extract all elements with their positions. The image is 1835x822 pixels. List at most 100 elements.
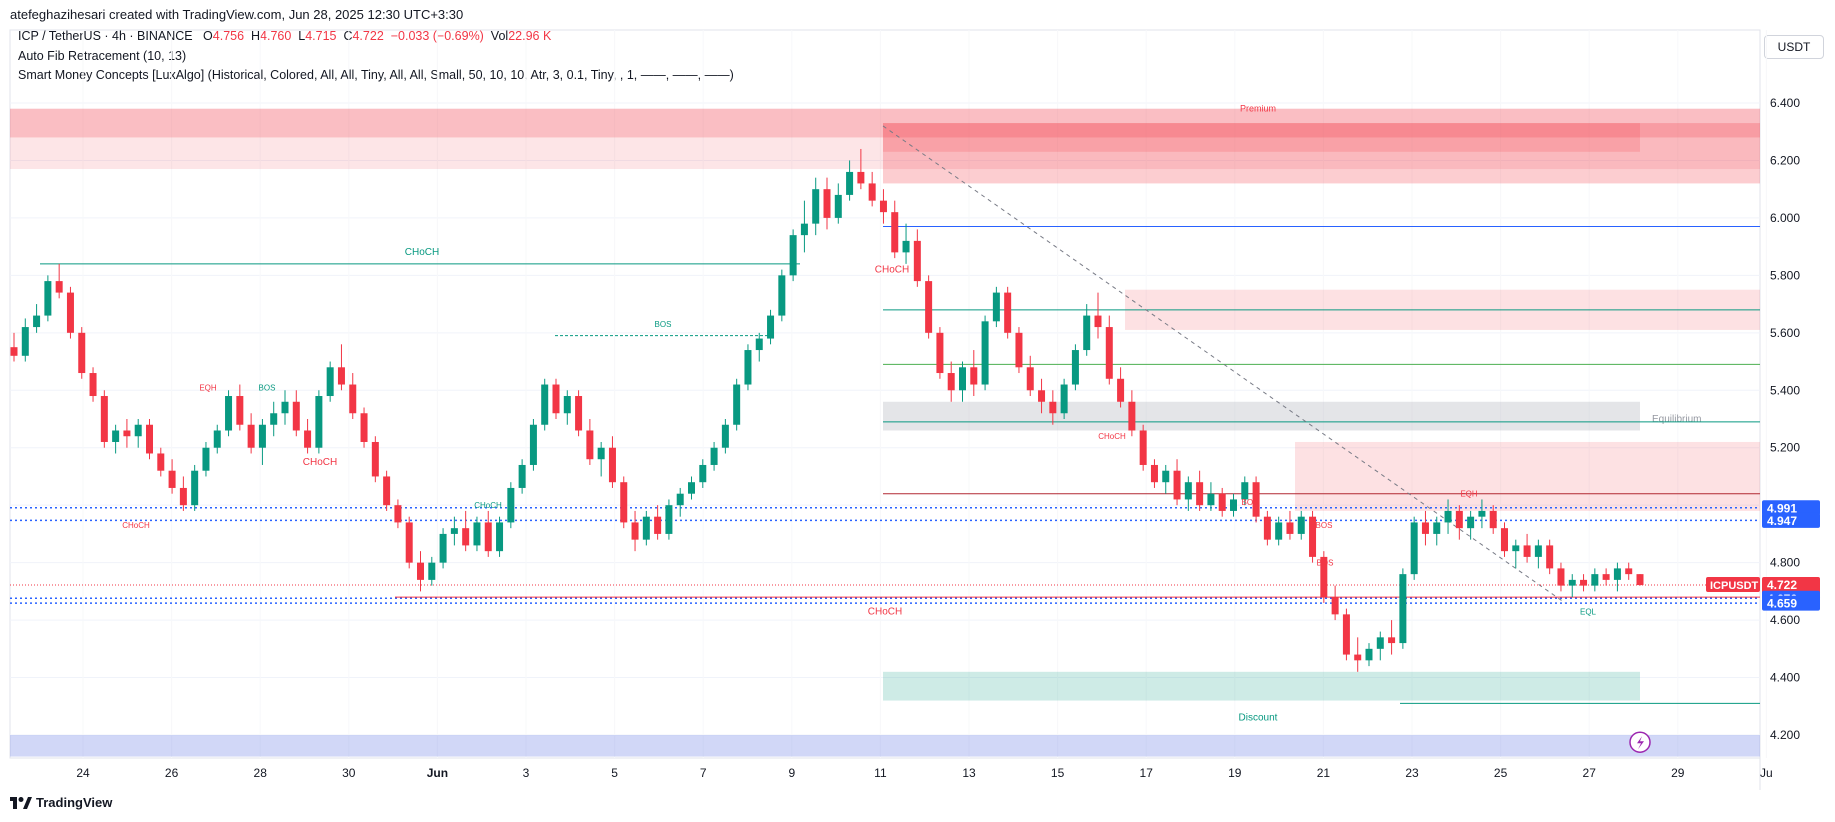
volume-value: 22.96 K: [508, 29, 552, 43]
candle-body: [383, 476, 391, 506]
currency-button[interactable]: USDT: [1764, 35, 1824, 59]
x-tick-label: 13: [962, 766, 976, 780]
low-value: 4.715: [305, 29, 337, 43]
y-tick-label: 6.400: [1770, 96, 1800, 110]
candle-body: [281, 401, 289, 414]
candle-body: [78, 332, 86, 374]
y-tick-label: 5.400: [1770, 383, 1800, 397]
candle-body: [1218, 493, 1226, 511]
candle-body: [1286, 522, 1294, 534]
candle-body: [1241, 482, 1249, 500]
candle-body: [1478, 510, 1486, 517]
candle-body: [270, 413, 278, 425]
candle-body: [157, 453, 165, 471]
candle-body: [236, 396, 244, 425]
candle-body: [699, 464, 707, 483]
candle-body: [563, 396, 571, 414]
x-tick-label: 24: [76, 766, 90, 780]
candle-body: [1004, 292, 1012, 333]
candle-body: [473, 522, 481, 546]
candle-body: [439, 533, 447, 563]
structure-label: CHoCH: [303, 457, 337, 468]
candle-body: [1557, 568, 1565, 586]
candle-body: [1173, 470, 1181, 500]
symbol-legend: ICP / TetherUS · 4h · BINANCE O4.756 H4.…: [18, 29, 551, 43]
candle-body: [721, 424, 729, 448]
candle-body: [913, 240, 921, 282]
candle-body: [360, 413, 368, 442]
structure-label: BOS: [259, 383, 276, 392]
indicator-smc-legend[interactable]: Smart Money Concepts [LuxAlgo] (Historic…: [18, 68, 734, 82]
close-label: C: [343, 29, 353, 43]
x-tick-label: 7: [700, 766, 707, 780]
candle-body: [1117, 378, 1125, 402]
candle-body: [134, 424, 142, 437]
x-tick-label: 21: [1317, 766, 1331, 780]
price-tag-bg: [1762, 512, 1820, 528]
candle-body: [868, 183, 876, 201]
candle-body: [1309, 516, 1317, 557]
lightning-bolt-icon: [1637, 736, 1644, 750]
candle-body: [879, 200, 887, 213]
y-tick-label: 6.200: [1770, 153, 1800, 167]
y-tick-label: 5.200: [1770, 441, 1800, 455]
price-tag-label: 4.722: [1767, 578, 1797, 592]
candle-body: [608, 447, 616, 483]
y-tick-label: 5.800: [1770, 268, 1800, 282]
structure-label: CHoCH: [474, 501, 502, 510]
candle-body: [44, 281, 52, 316]
candle-body: [529, 424, 537, 465]
symbol-name[interactable]: ICP / TetherUS · 4h · BINANCE: [18, 29, 193, 43]
candle-body: [665, 505, 673, 534]
open-value: 4.756: [212, 29, 245, 43]
candle-body: [1489, 510, 1497, 529]
candle-body: [1331, 597, 1339, 615]
x-tick-label: 25: [1494, 766, 1508, 780]
candle-body: [1207, 493, 1215, 506]
candle-body: [1230, 499, 1237, 511]
price-tag-label: 4.659: [1767, 597, 1797, 611]
close-value: 4.722: [352, 29, 384, 43]
candle-body: [744, 350, 752, 385]
candle-body: [21, 327, 29, 356]
structure-label: CHoCH: [122, 521, 150, 530]
candle-body: [179, 487, 187, 506]
candle-body: [1523, 545, 1531, 557]
candle-body: [100, 396, 108, 442]
candle-body: [1365, 648, 1373, 661]
candle-body: [1613, 568, 1621, 580]
candle-body: [676, 493, 684, 506]
candle-body: [597, 447, 605, 460]
candle-body: [1150, 464, 1158, 483]
structure-label: CHoCH: [1098, 432, 1126, 441]
indicator-fib-legend[interactable]: Auto Fib Retracement (10, 13): [18, 49, 187, 63]
price-tag-label: 4.947: [1767, 514, 1797, 528]
tradingview-logo: TradingView: [10, 795, 112, 810]
price-chart[interactable]: 6.4006.2006.0005.8005.6005.4005.2005.000…: [0, 0, 1835, 790]
candle-body: [947, 373, 955, 391]
candle-body: [258, 424, 266, 448]
candle-body: [767, 315, 775, 339]
candle-body: [1512, 545, 1520, 552]
structure-label: BOS: [1242, 498, 1259, 507]
candle-body: [33, 315, 41, 328]
candle-body: [631, 522, 639, 540]
y-tick-label: 4.400: [1770, 671, 1800, 685]
candle-body: [394, 505, 402, 523]
candle-body: [1320, 556, 1328, 598]
candle-body: [1501, 528, 1508, 552]
candle-body: [450, 528, 458, 534]
y-tick-label: 4.200: [1770, 728, 1800, 742]
candle-body: [891, 212, 899, 253]
equilibrium-label: Equilibrium: [1652, 414, 1701, 425]
candle-body: [1376, 637, 1384, 649]
candle-body: [1546, 545, 1554, 569]
discount-label: Discount: [1239, 713, 1278, 724]
chart-frame: [9, 29, 1761, 759]
candle-body: [1602, 574, 1610, 580]
candle-body: [496, 522, 504, 552]
candle-body: [1342, 614, 1350, 655]
structure-label: CHoCH: [405, 247, 439, 258]
candle-body: [1534, 545, 1542, 557]
symbol-tag-label: ICPUSDT: [1710, 580, 1759, 592]
